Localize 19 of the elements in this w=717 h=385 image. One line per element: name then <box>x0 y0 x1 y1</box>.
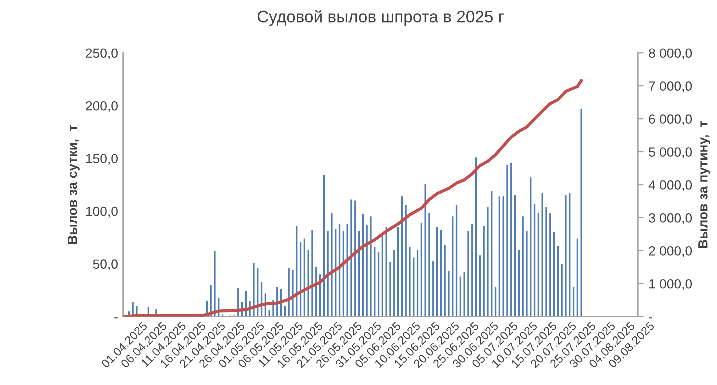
y-tick-label: 250,0 <box>86 48 118 60</box>
y2-tick-label: 4 000,0 <box>648 180 692 192</box>
line-series <box>124 79 584 317</box>
y-tick-label: - <box>114 318 118 319</box>
y2-axis-title: Вылов за путину, т <box>698 121 710 248</box>
y2-tick-label: 6 000,0 <box>649 114 692 126</box>
y2-tick-label: 2 000,0 <box>649 246 692 258</box>
y2-tick-label: 8 000,0 <box>649 48 692 60</box>
y2-tick-label: 5 000,0 <box>649 148 692 158</box>
y-tick-label: 50,0 <box>93 260 118 271</box>
y-axis-title: Вылов за сутки, т <box>68 126 80 244</box>
y-tick-label: 150,0 <box>86 154 118 166</box>
y2-tick-label: 3 000,0 <box>649 214 692 224</box>
y-tick-label: 100,0 <box>86 206 118 218</box>
y2-tick-label: 7 000,0 <box>649 82 692 93</box>
y2-tick-label: 1 000,0 <box>650 279 692 290</box>
y2-tick-label: - <box>649 318 652 319</box>
y-tick-label: 200,0 <box>86 101 118 112</box>
chart-title: Судовой вылов шпрота в 2025 г <box>258 10 504 26</box>
